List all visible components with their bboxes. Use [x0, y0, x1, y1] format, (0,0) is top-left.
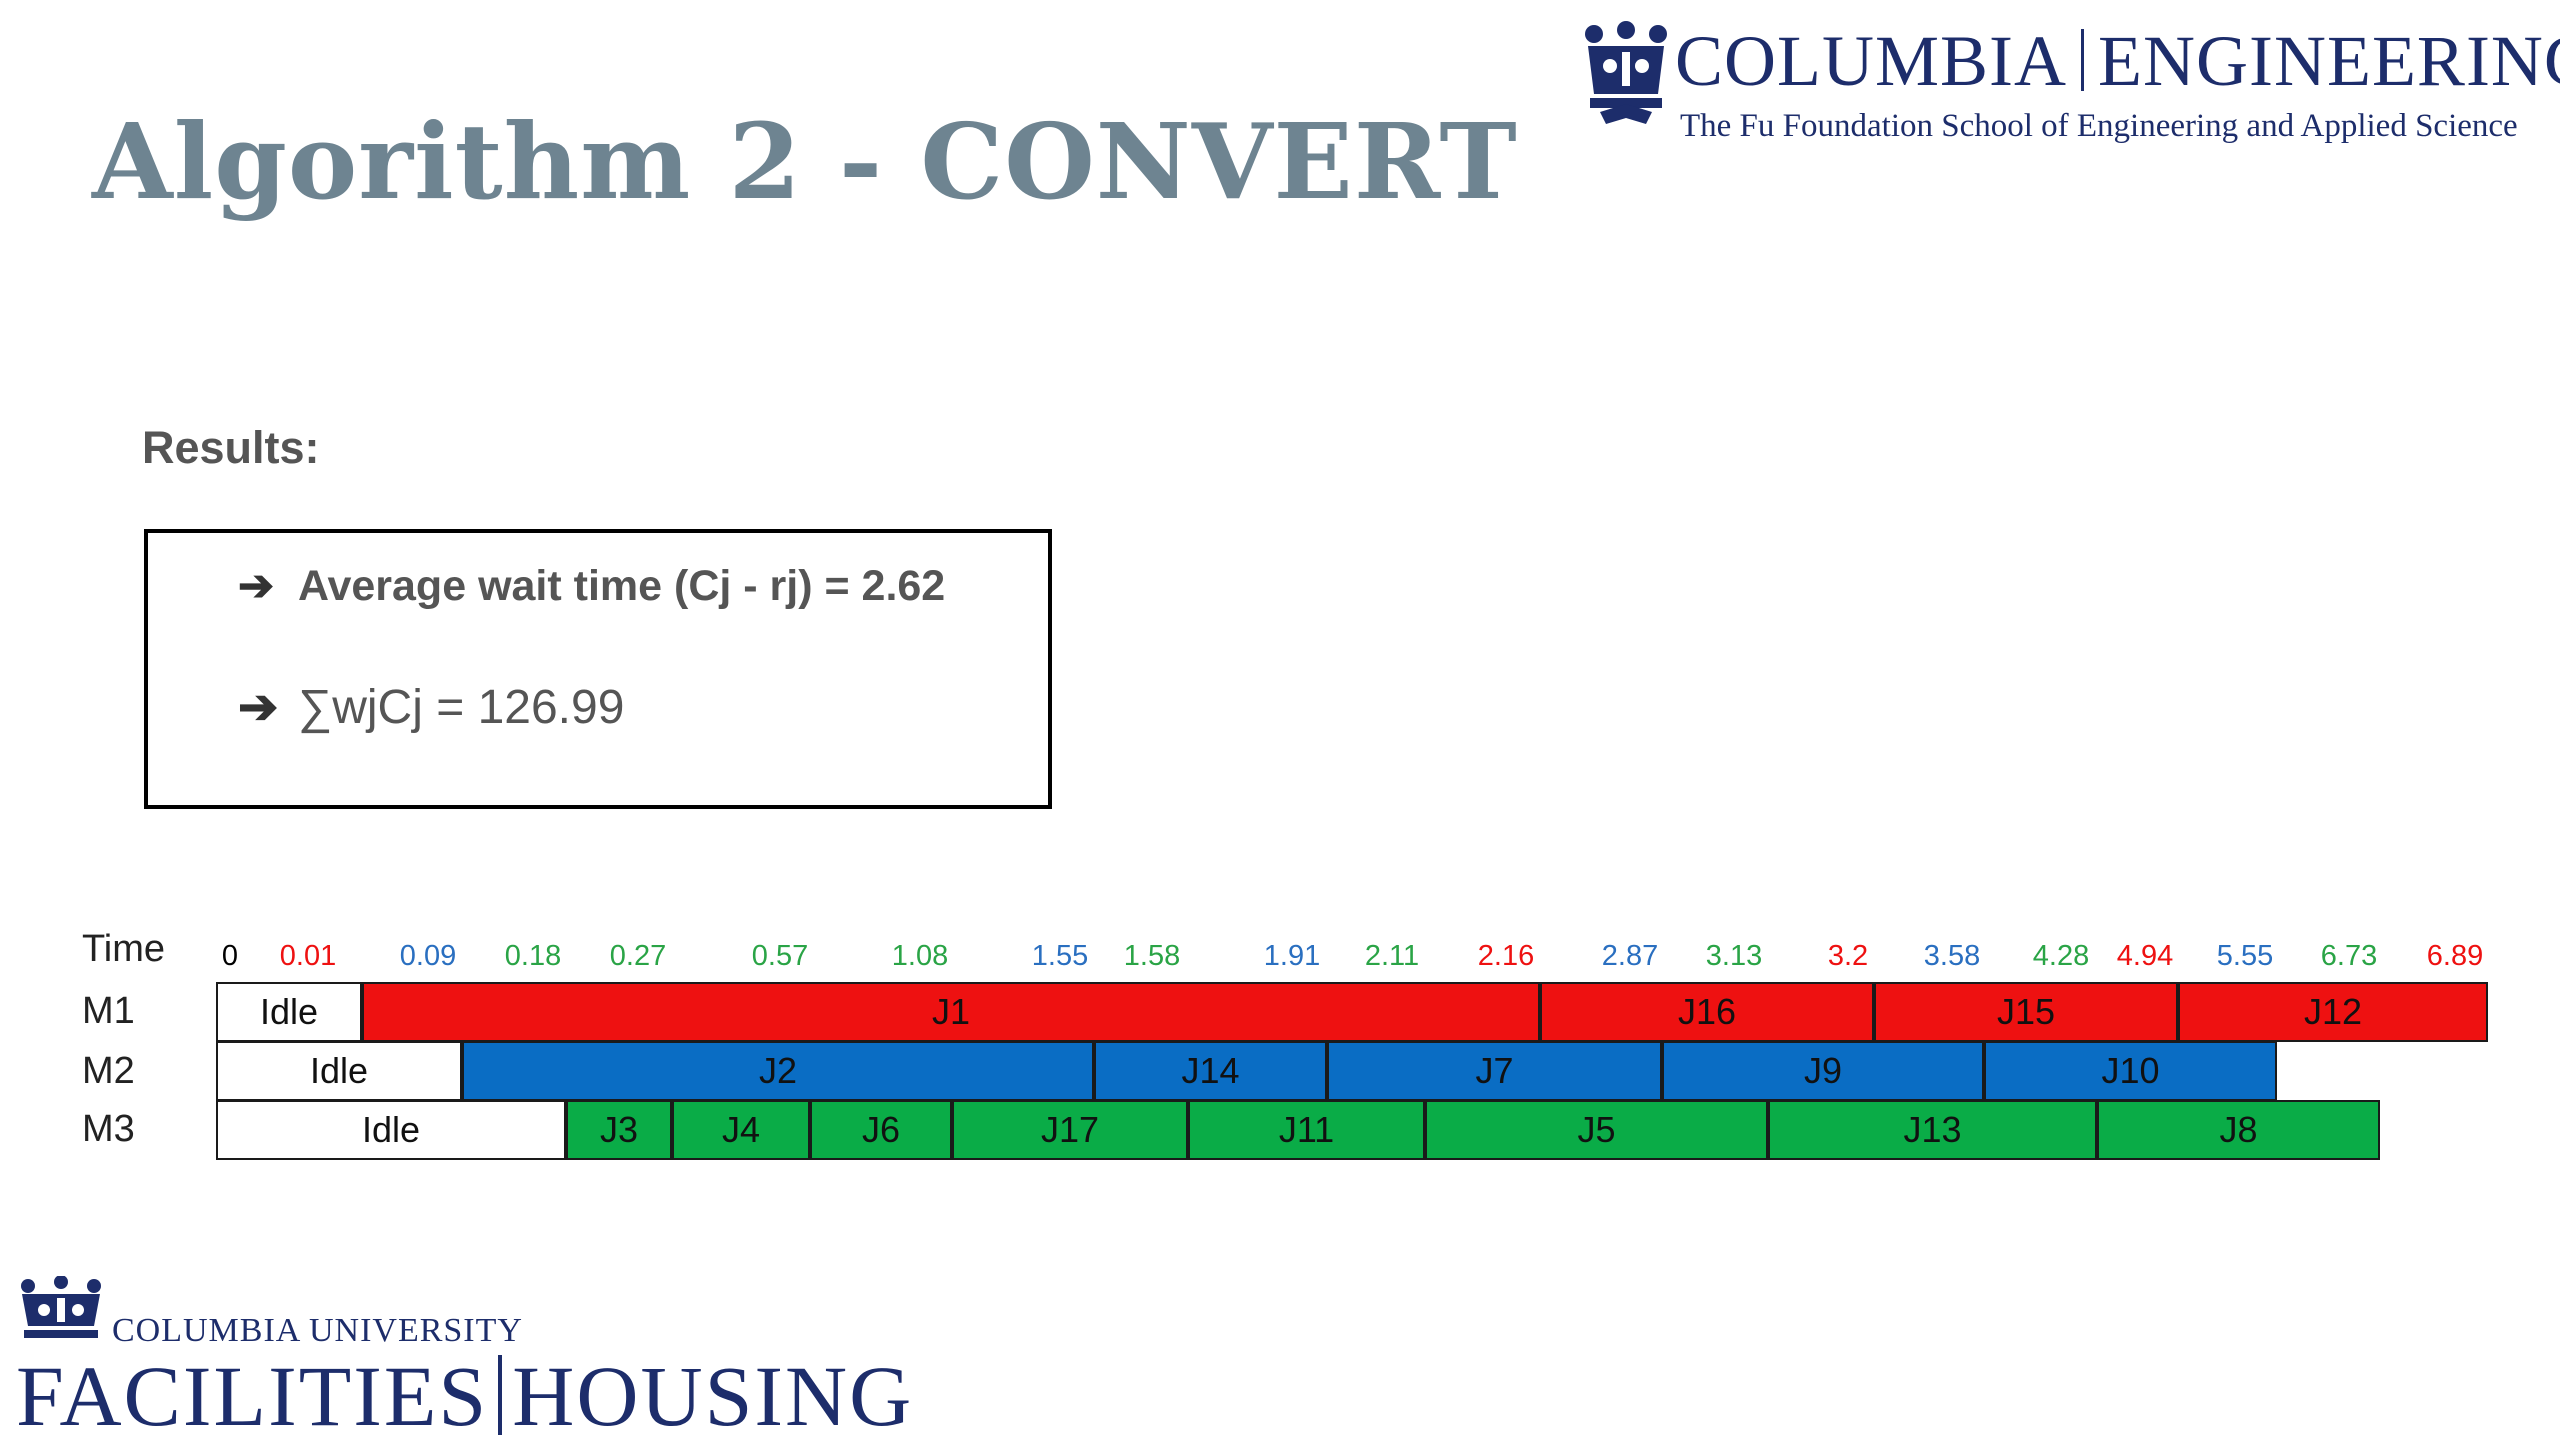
gantt-job-block: J3 — [566, 1100, 672, 1160]
time-tick-label: 0.18 — [504, 940, 562, 972]
time-tick-label: 0.01 — [279, 940, 337, 972]
time-tick-label: 1.58 — [1123, 940, 1181, 972]
time-tick-label: 0.27 — [609, 940, 667, 972]
engineering-logo-columbia: COLUMBIA — [1675, 21, 2068, 101]
time-tick-label: 5.55 — [2216, 940, 2274, 972]
machine-label-m1: M1 — [82, 990, 135, 1032]
gantt-job-block: J11 — [1188, 1100, 1425, 1160]
time-tick-label: 2.16 — [1477, 940, 1535, 972]
arrow-icon: ➔ — [238, 681, 279, 734]
gantt-job-block: J10 — [1984, 1041, 2277, 1101]
facilities-logo-facilities: FACILITIES — [16, 1348, 489, 1444]
gantt-job-block: J4 — [672, 1100, 810, 1160]
time-tick-label: 3.2 — [1827, 940, 1869, 972]
crown-icon — [1585, 21, 1667, 124]
gantt-idle-block: Idle — [216, 1041, 462, 1101]
gantt-job-block: J8 — [2097, 1100, 2380, 1160]
gantt-job-block: J1 — [362, 982, 1540, 1042]
results-box: ➔ Average wait time (Cj - rj) = 2.62 ➔ ∑wj… — [144, 529, 1052, 809]
time-tick-label: 1.55 — [1031, 940, 1089, 972]
gantt-job-block: J15 — [1874, 982, 2178, 1042]
time-tick-label: 6.89 — [2426, 940, 2484, 972]
result-average-wait-text: Average wait time (Cj - rj) = 2.62 — [298, 562, 946, 610]
time-tick-label: 3.13 — [1705, 940, 1763, 972]
time-tick-label: 4.94 — [2116, 940, 2174, 972]
time-tick-label: 1.08 — [891, 940, 949, 972]
time-tick-label: 0 — [221, 940, 239, 972]
facilities-housing-logo: COLUMBIA UNIVERSITY FACILITIES HOUSING — [16, 1268, 976, 1444]
time-tick-label: 6.73 — [2320, 940, 2378, 972]
gantt-job-block: J17 — [952, 1100, 1188, 1160]
facilities-logo-university: COLUMBIA UNIVERSITY — [112, 1312, 523, 1349]
time-tick-label: 2.87 — [1601, 940, 1659, 972]
results-label: Results: — [142, 422, 320, 473]
time-tick-label: 0.09 — [399, 940, 457, 972]
machine-label-m3: M3 — [82, 1108, 135, 1150]
gantt-job-block: J16 — [1540, 982, 1874, 1042]
machine-label-m2: M2 — [82, 1050, 135, 1092]
time-tick-label: 0.57 — [751, 940, 809, 972]
gantt-job-block: J5 — [1425, 1100, 1768, 1160]
time-axis-label: Time — [82, 928, 166, 970]
gantt-idle-block: Idle — [216, 1100, 566, 1160]
gantt-job-block: J9 — [1662, 1041, 1984, 1101]
time-tick-label: 3.58 — [1923, 940, 1981, 972]
facilities-logo-housing: HOUSING — [512, 1348, 914, 1444]
gantt-job-block: J7 — [1327, 1041, 1662, 1101]
gantt-job-block: J14 — [1094, 1041, 1327, 1101]
crown-icon — [21, 1276, 101, 1338]
arrow-icon: ➔ — [238, 562, 275, 610]
time-tick-label: 4.28 — [2032, 940, 2090, 972]
engineering-logo-subtitle: The Fu Foundation School of Engineering … — [1680, 108, 2518, 144]
gantt-job-block: J12 — [2178, 982, 2488, 1042]
gantt-idle-block: Idle — [216, 982, 362, 1042]
result-weighted-sum: ➔ ∑wjCj = 126.99 — [238, 679, 624, 735]
gantt-job-block: J6 — [810, 1100, 952, 1160]
columbia-engineering-logo: COLUMBIA ENGINEERING The Fu Foundation Sc… — [1580, 20, 2560, 144]
engineering-logo-engineering: ENGINEERING — [2098, 21, 2560, 101]
result-weighted-sum-text: ∑wjCj = 126.99 — [298, 681, 625, 734]
time-tick-label: 2.11 — [1364, 940, 1420, 972]
slide-title: Algorithm 2 - CONVERT — [92, 100, 1518, 223]
result-average-wait: ➔ Average wait time (Cj - rj) = 2.62 — [238, 561, 945, 611]
time-tick-label: 1.91 — [1263, 940, 1321, 972]
gantt-job-block: J2 — [462, 1041, 1094, 1101]
gantt-job-block: J13 — [1768, 1100, 2097, 1160]
